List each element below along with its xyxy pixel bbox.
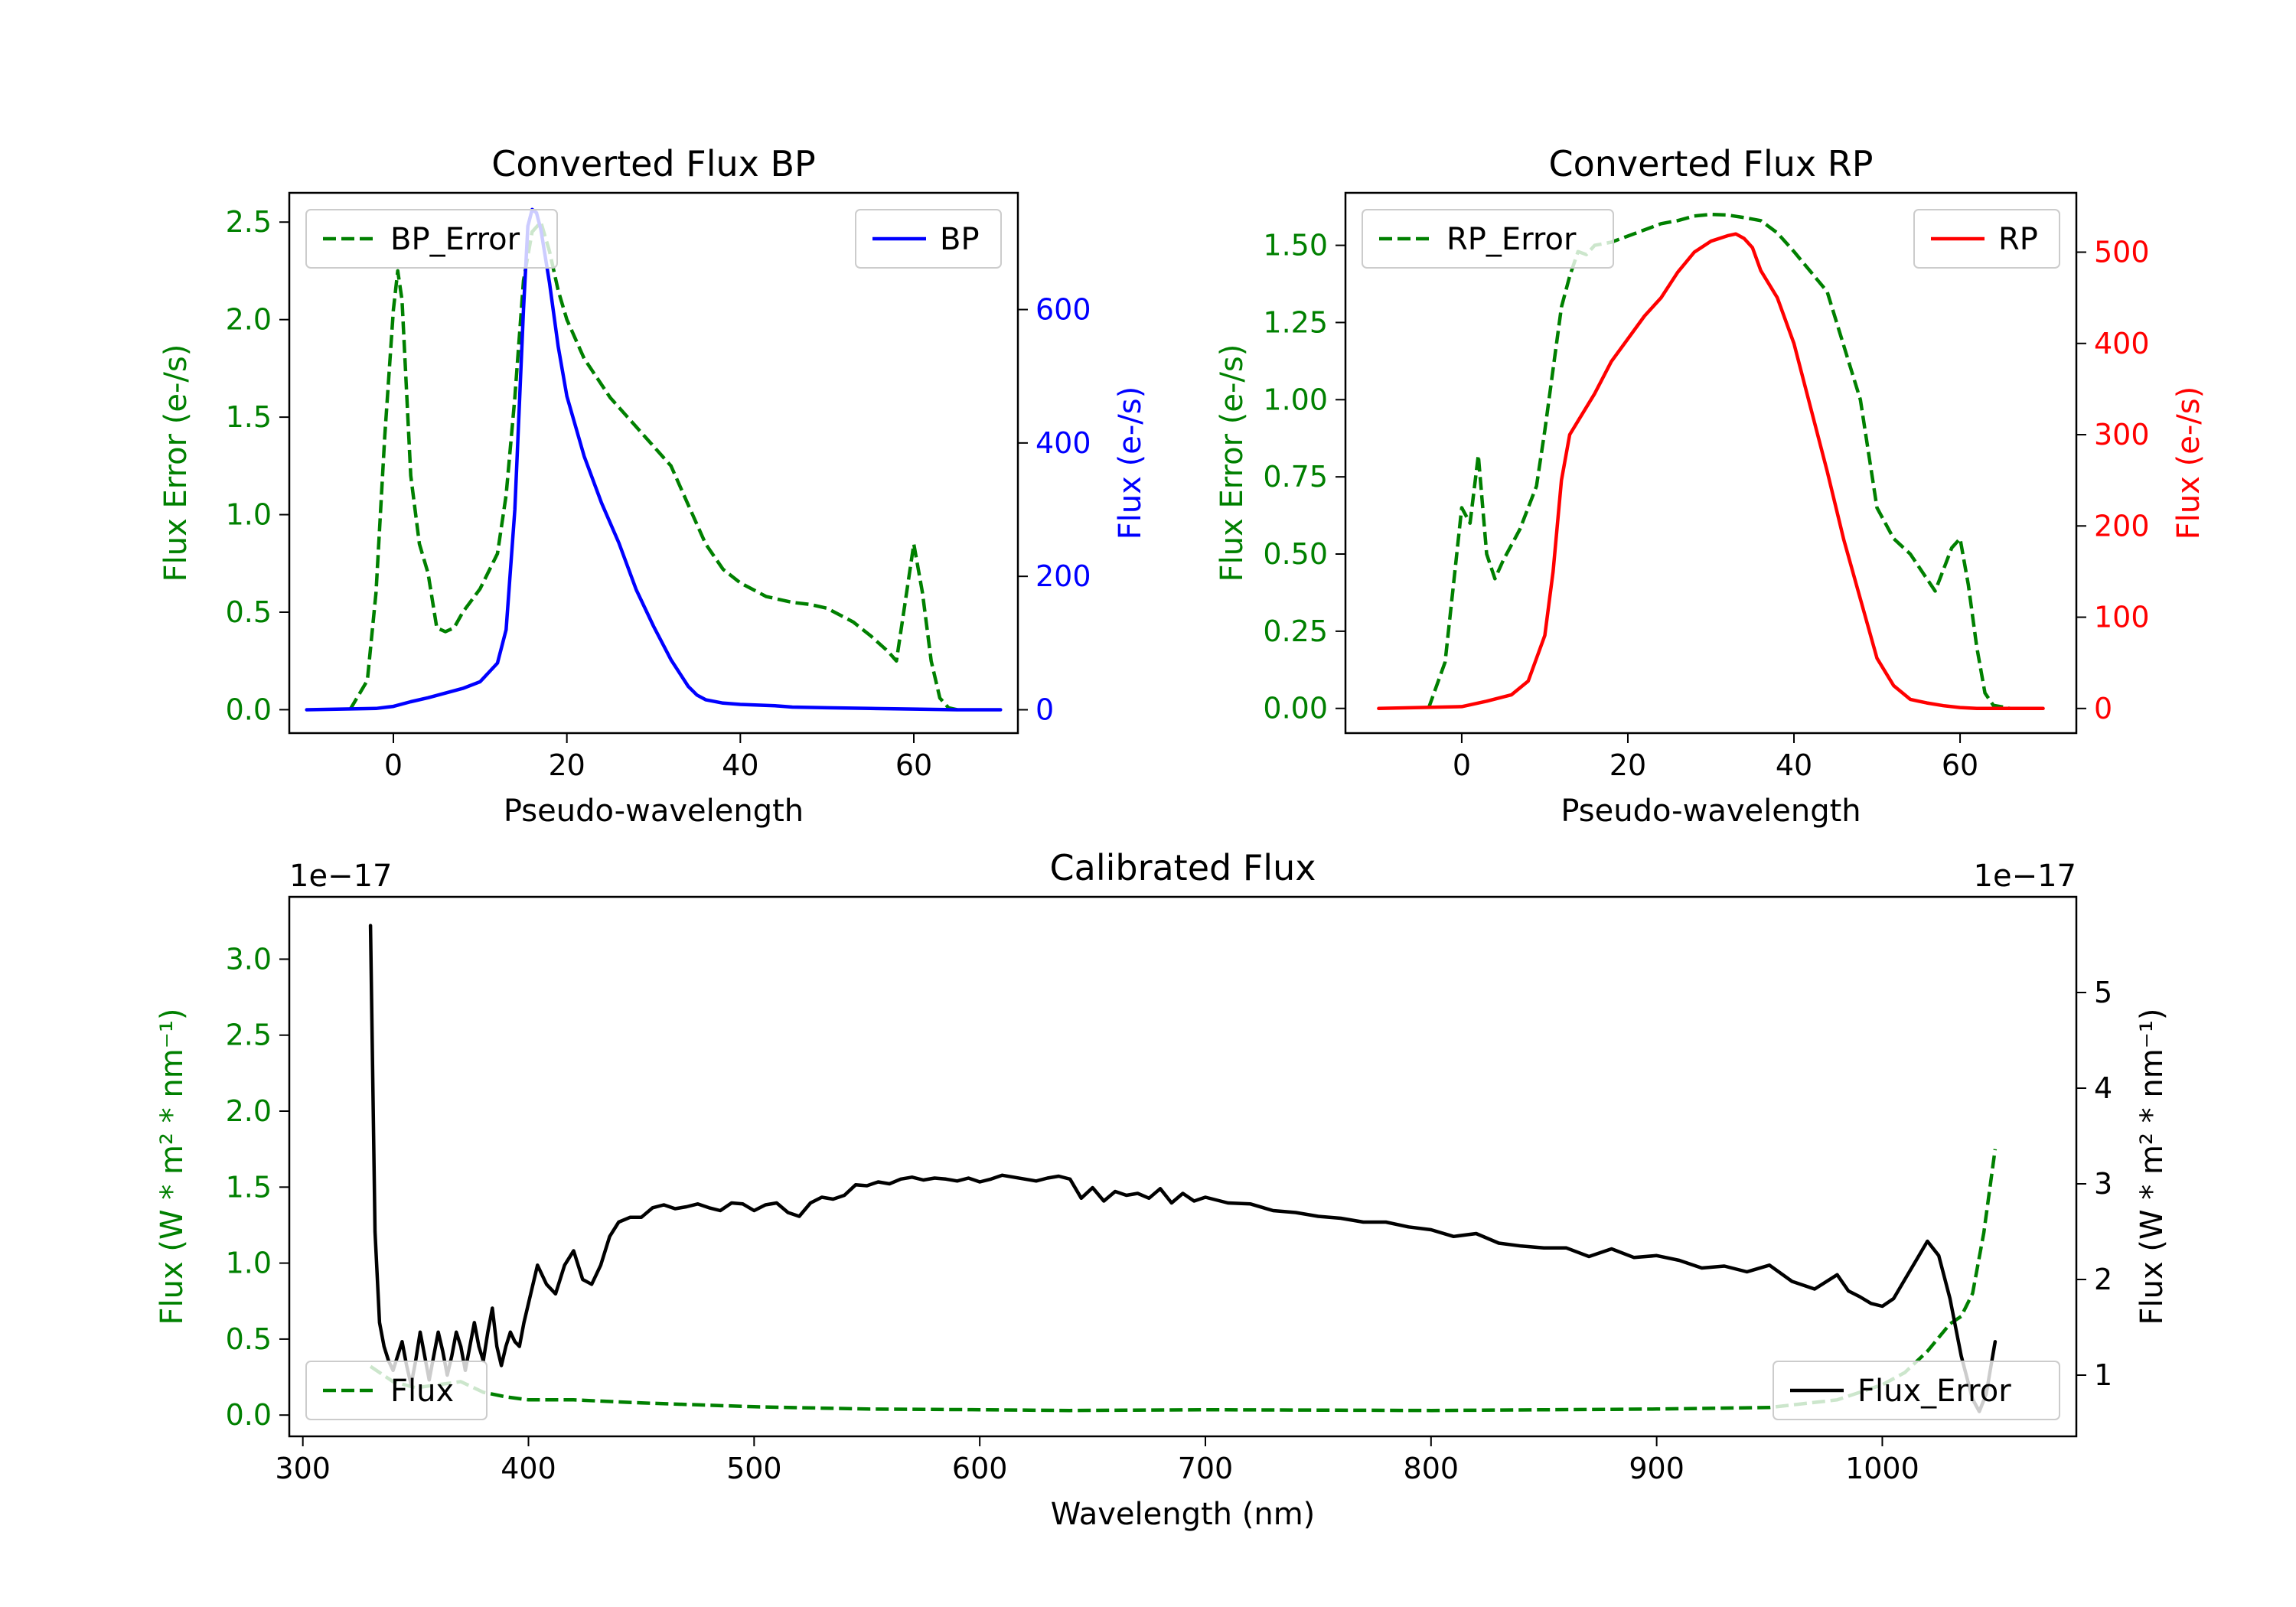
calibrated-y-right-tick-label: 1 bbox=[2094, 1358, 2112, 1392]
calibrated-y-left-tick-label: 2.5 bbox=[226, 1019, 272, 1052]
bp-legend-left: BP_Error bbox=[305, 209, 558, 269]
rp-legend-left: RP_Error bbox=[1362, 209, 1614, 269]
bp-axes-frame bbox=[288, 191, 1019, 735]
bp-y-left-tick-label: 0.0 bbox=[226, 693, 272, 726]
rp-legend-right: RP bbox=[1913, 209, 2060, 269]
rp-x-axis-label: Pseudo-wavelength bbox=[1561, 794, 1861, 829]
bp-y-right-tick-label: 0 bbox=[1035, 693, 1054, 726]
bp-y-right-tick-label: 400 bbox=[1035, 426, 1091, 460]
rp-y-right-tick-label: 200 bbox=[2094, 509, 2150, 543]
bp-title: Converted Flux BP bbox=[491, 143, 816, 184]
rp-y-left-tick-label: 0.25 bbox=[1263, 614, 1328, 648]
calibrated-legend-right: Flux_Error bbox=[1773, 1361, 2060, 1420]
bp-x-tick-label: 20 bbox=[548, 748, 585, 782]
calibrated-legend-left: Flux bbox=[305, 1361, 488, 1420]
calibrated-y-left-tick-label: 1.0 bbox=[226, 1247, 272, 1280]
calibrated-legend-label: Flux bbox=[390, 1374, 454, 1409]
rp-legend-box bbox=[1913, 209, 2060, 269]
rp-y-right-tick-label: 500 bbox=[2094, 236, 2150, 269]
bp-x-tick-label: 60 bbox=[895, 748, 932, 782]
rp-y-right-tick-label: 100 bbox=[2094, 601, 2150, 634]
rp-y-left-axis-label: Flux Error (e-/s) bbox=[1215, 344, 1250, 582]
rp-x-tick-label: 0 bbox=[1453, 748, 1471, 782]
bp-x-tick-label: 0 bbox=[384, 748, 403, 782]
bp-x-axis-label: Pseudo-wavelength bbox=[504, 794, 804, 829]
calibrated-y-left-tick-label: 3.0 bbox=[226, 942, 272, 976]
bp-y-right-tick-label: 200 bbox=[1035, 559, 1091, 593]
rp-y-left-tick-label: 0.00 bbox=[1263, 692, 1328, 725]
calibrated-legend-label: Flux_Error bbox=[1857, 1374, 2011, 1409]
rp-series-group bbox=[1377, 212, 2045, 711]
rp-y-left-tick-label: 0.50 bbox=[1263, 537, 1328, 571]
rp-y-left-tick-label: 0.75 bbox=[1263, 460, 1328, 494]
calibrated-series-line-flux bbox=[368, 924, 1998, 1413]
calibrated-axes-frame bbox=[288, 895, 2078, 1438]
rp-series-line-rp bbox=[1377, 232, 2045, 711]
calibrated-legend-box bbox=[305, 1361, 488, 1420]
bp-panel: 0 20 40 60 0.0 0.5 1.0 1.5 2.0 2.5 0 200 400 600 Conve… bbox=[158, 143, 1148, 829]
rp-y-left-tick-label: 1.50 bbox=[1263, 229, 1328, 262]
calibrated-y-right-tick-label: 3 bbox=[2094, 1167, 2112, 1201]
rp-title: Converted Flux RP bbox=[1549, 143, 1874, 184]
bp-y-left-axis-label: Flux Error (e-/s) bbox=[158, 344, 194, 582]
rp-legend-label: RP_Error bbox=[1446, 222, 1577, 257]
calibrated-x-tick-label: 500 bbox=[726, 1452, 782, 1485]
calibrated-y-left-axis-label: Flux (W * m² * nm⁻¹) bbox=[155, 1009, 190, 1325]
bp-series-group bbox=[305, 207, 1003, 712]
bp-legend-box bbox=[305, 209, 558, 269]
rp-legend-label: RP bbox=[1998, 222, 2038, 257]
rp-x-tick-label: 20 bbox=[1609, 748, 1646, 782]
calibrated-x-tick-label: 600 bbox=[952, 1452, 1008, 1485]
rp-y-right-tick-label: 400 bbox=[2094, 327, 2150, 360]
rp-y-left-tick-label: 1.00 bbox=[1263, 383, 1328, 416]
bp-legend-label: BP_Error bbox=[390, 222, 520, 257]
bp-legend-box bbox=[855, 209, 1002, 269]
rp-axes-frame bbox=[1344, 191, 2078, 735]
calibrated-x-tick-label: 900 bbox=[1629, 1452, 1684, 1485]
calibrated-y-right-tick-label: 2 bbox=[2094, 1263, 2112, 1296]
bp-series-line-bp bbox=[305, 207, 1003, 712]
calibrated-x-axis-label: Wavelength (nm) bbox=[1051, 1497, 1316, 1532]
rp-panel: 0 20 40 60 0.00 0.25 0.50 0.75 1.00 1.25 1.50 0 100 2… bbox=[1215, 143, 2206, 829]
bp-legend-label: BP bbox=[940, 222, 980, 257]
rp-y-right-axis-label: Flux (e-/s) bbox=[2171, 386, 2206, 539]
bp-y-right-axis-label: Flux (e-/s) bbox=[1113, 386, 1148, 539]
calibrated-offset-left: 1e−17 bbox=[289, 859, 392, 894]
calibrated-y-right-tick-label: 5 bbox=[2094, 976, 2112, 1009]
calibrated-offset-right: 1e−17 bbox=[1974, 859, 2076, 894]
bp-y-left-tick-label: 1.5 bbox=[226, 400, 272, 434]
bp-y-left-tick-label: 0.5 bbox=[226, 595, 272, 629]
rp-y-right-tick-label: 300 bbox=[2094, 418, 2150, 451]
calibrated-y-right-axis-label: Flux (W * m² * nm⁻¹) bbox=[2135, 1009, 2170, 1325]
calibrated-y-left-tick-label: 0.5 bbox=[226, 1322, 272, 1356]
bp-y-left-tick-label: 2.5 bbox=[226, 205, 272, 239]
calibrated-x-tick-label: 1000 bbox=[1845, 1452, 1919, 1485]
calibrated-y-left-tick-label: 1.5 bbox=[226, 1170, 272, 1204]
bp-x-tick-label: 40 bbox=[722, 748, 758, 782]
calibrated-x-tick-label: 700 bbox=[1178, 1452, 1234, 1485]
calibrated-y-right-tick-label: 4 bbox=[2094, 1071, 2112, 1105]
bp-legend-right: BP bbox=[855, 209, 1002, 269]
bp-y-left-tick-label: 2.0 bbox=[226, 303, 272, 337]
calibrated-x-tick-label: 800 bbox=[1404, 1452, 1459, 1485]
rp-y-right-tick-label: 0 bbox=[2094, 692, 2112, 725]
calibrated-x-tick-label: 300 bbox=[275, 1452, 331, 1485]
rp-series-line-rp-error bbox=[1427, 212, 2011, 710]
rp-legend-box bbox=[1362, 209, 1614, 269]
bp-series-line-bp-error bbox=[348, 220, 958, 712]
rp-y-left-tick-label: 1.25 bbox=[1263, 305, 1328, 339]
calibrated-y-left-tick-label: 0.0 bbox=[226, 1398, 272, 1432]
bp-y-left-tick-label: 1.0 bbox=[226, 498, 272, 532]
rp-x-tick-label: 60 bbox=[1942, 748, 1978, 782]
rp-x-tick-label: 40 bbox=[1776, 748, 1812, 782]
calibrated-legend-box bbox=[1773, 1361, 2060, 1420]
calibrated-title: Calibrated Flux bbox=[1050, 847, 1316, 888]
calibrated-x-tick-label: 400 bbox=[501, 1452, 556, 1485]
calibrated-panel: 300 400 500 600 700 800 900 1000 0.0 0.5 1.0 1.5 2.0… bbox=[155, 847, 2170, 1532]
bp-y-right-tick-label: 600 bbox=[1035, 293, 1091, 327]
calibrated-y-left-tick-label: 2.0 bbox=[226, 1094, 272, 1128]
